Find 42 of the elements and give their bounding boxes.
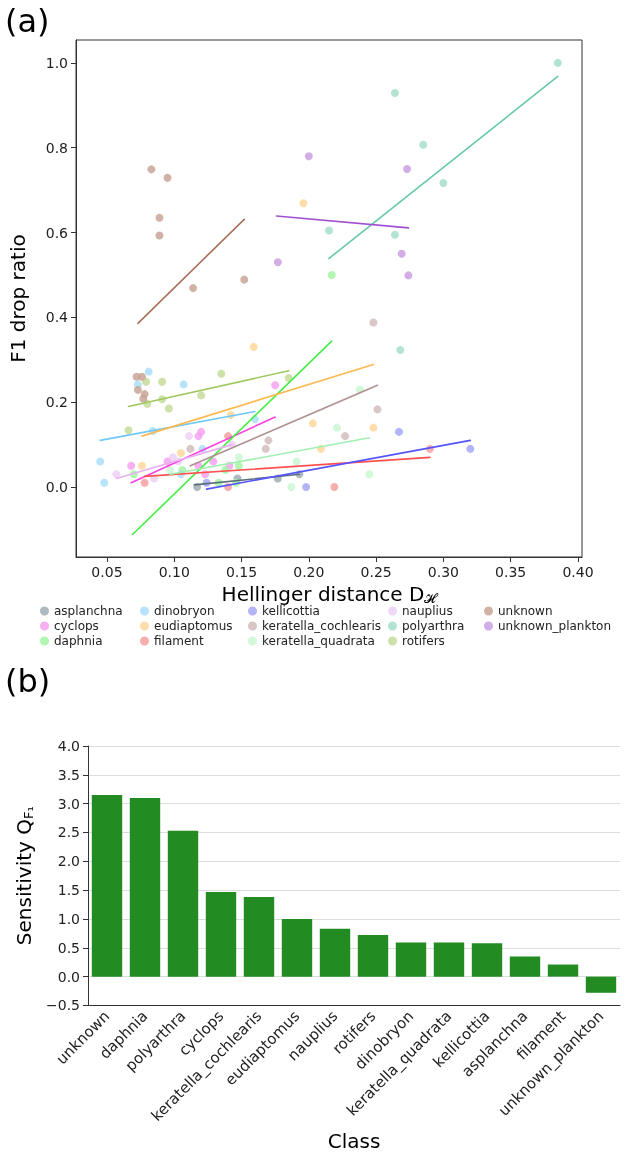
legend-label: cyclops — [54, 619, 99, 633]
y-tick-label: 0.5 — [57, 939, 80, 956]
x-tick-label: 0.30 — [427, 564, 459, 580]
x-tick-label: 0.15 — [225, 564, 258, 580]
legend-label: rotifers — [402, 634, 445, 648]
y-tick-label: 0.2 — [45, 394, 68, 411]
y-tick-label: 0.0 — [57, 968, 80, 985]
x-tick-label: 0.35 — [495, 564, 527, 580]
y-tick-label: 3.5 — [57, 766, 80, 783]
y-tick-label: 3.0 — [57, 795, 80, 812]
legend-label: eudiaptomus — [154, 619, 233, 633]
y-tick-label: −0.5 — [46, 997, 80, 1014]
y-tick-label: 2.0 — [57, 853, 80, 870]
x-tick-label: 0.40 — [562, 564, 594, 580]
y-tick-label: 0.6 — [45, 224, 69, 241]
y-tick-label: 4.0 — [57, 738, 80, 754]
legend-label: dinobryon — [154, 604, 215, 618]
x-tick-label: 0.20 — [293, 564, 325, 580]
legend-label: asplanchna — [54, 604, 123, 618]
y-tick-label: 2.5 — [57, 824, 80, 841]
y-axis-title: Sensitivity QF₁ — [11, 806, 37, 946]
chart-title: (a) — [5, 2, 50, 40]
y-tick-label: 1.0 — [57, 910, 80, 927]
legend-label: unknown_plankton — [498, 619, 612, 633]
x-tick-label: 0.25 — [360, 564, 392, 580]
x-tick-label: 0.10 — [158, 564, 190, 580]
x-tick-label: 0.05 — [91, 564, 123, 580]
y-axis-title: F1 drop ratio — [6, 234, 30, 363]
y-tick-label: 0.0 — [45, 479, 68, 496]
legend-label: polyarthra — [402, 619, 465, 633]
legend-label: keratella_quadrata — [262, 634, 375, 648]
y-tick-label: 0.4 — [45, 309, 69, 326]
legend-label: keratella_cochlearis — [262, 619, 382, 633]
x-axis-title: Class — [327, 1129, 381, 1153]
y-tick-label: 1.5 — [57, 882, 80, 899]
legend-label: nauplius — [402, 604, 453, 618]
legend-label: filament — [154, 634, 204, 648]
y-tick-label: 1.0 — [45, 54, 68, 71]
legend-label: daphnia — [54, 634, 103, 648]
y-tick-label: 0.8 — [45, 139, 68, 156]
chart-title: (b) — [5, 662, 51, 700]
legend-label: unknown — [498, 604, 553, 618]
